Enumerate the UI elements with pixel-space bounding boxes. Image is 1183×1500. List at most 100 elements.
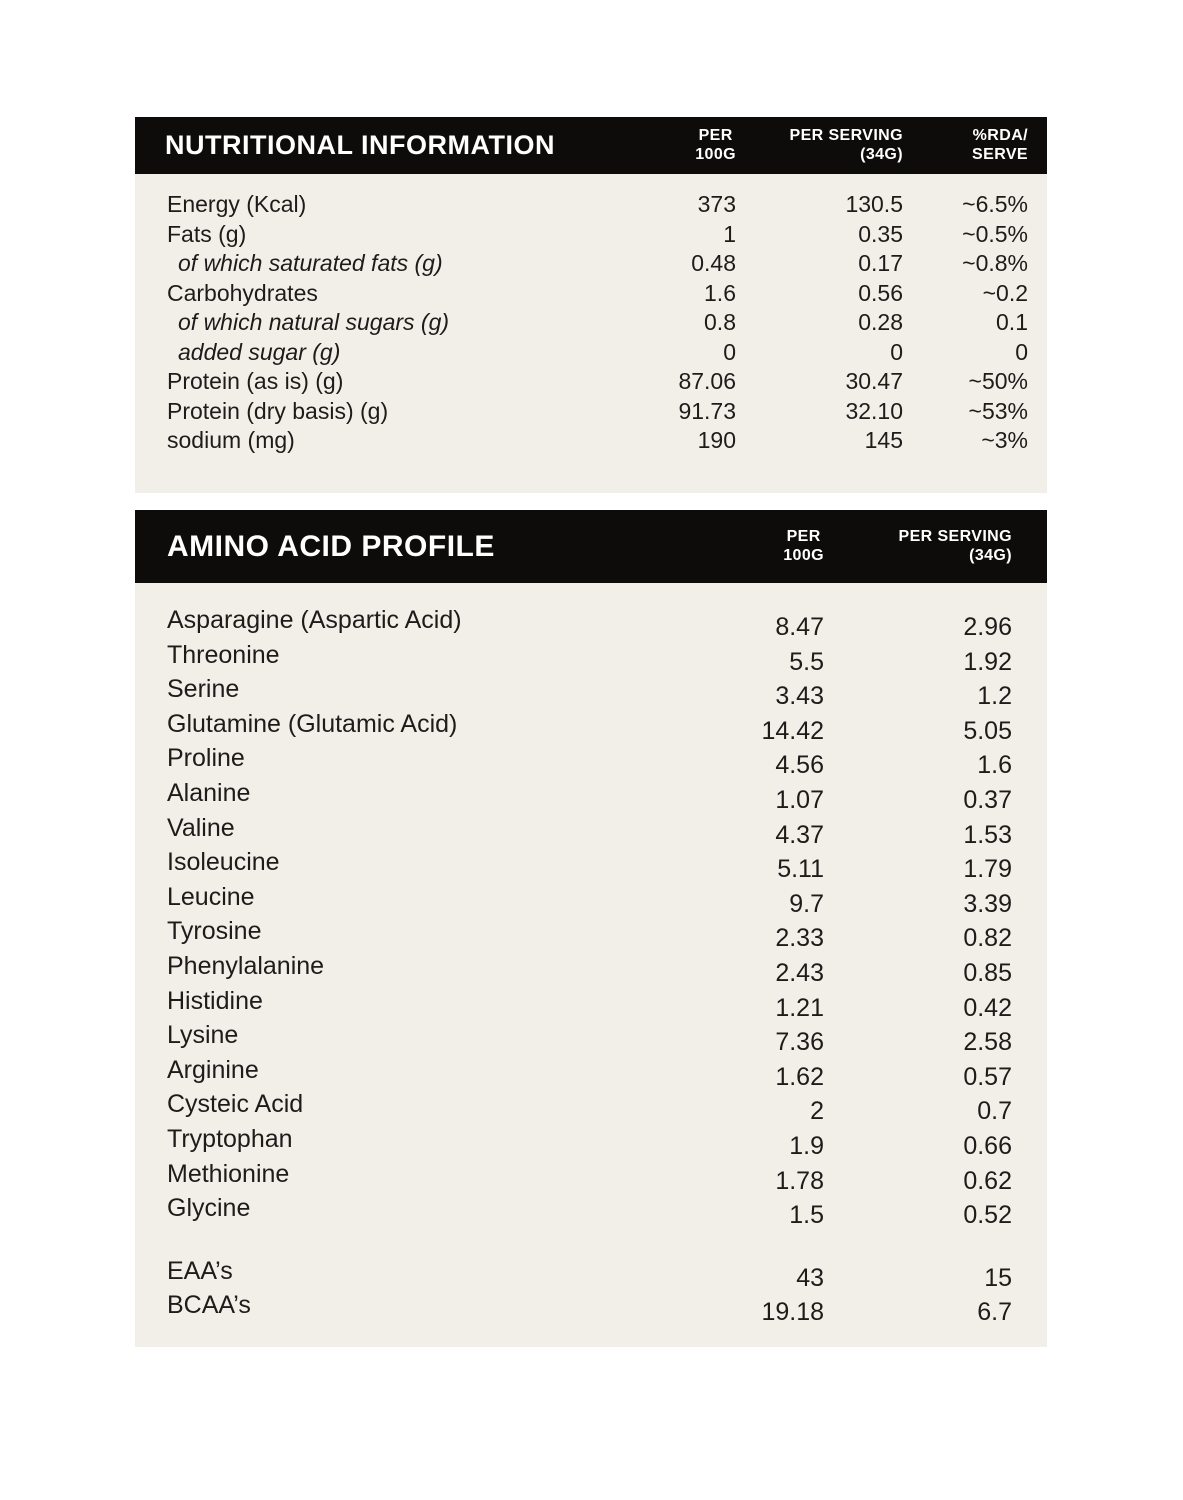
- per-100g-value: 43: [796, 1263, 824, 1292]
- table-row: Lysine 7.36 2.58: [167, 1018, 1012, 1056]
- per-serving-value: 0.17: [858, 250, 903, 276]
- per-100g-value: 91.73: [678, 397, 736, 424]
- table-row: Arginine 1.62 0.57: [167, 1053, 1012, 1091]
- per-serving-value: 2.58: [963, 1028, 1012, 1057]
- amino-summary-rows: EAA’s 43 15 BCAA’s 19.18 6.7: [167, 1254, 1012, 1327]
- per-serving-value: 1.92: [963, 647, 1012, 676]
- per-100g-value: 1.21: [775, 993, 824, 1022]
- table-row: Alanine 1.07 0.37: [167, 776, 1012, 814]
- rda-serve-value: ~6.5%: [962, 191, 1028, 217]
- rda-serve-value: ~53%: [968, 397, 1028, 424]
- per-100g-value: 14.42: [761, 716, 824, 745]
- nutrition-table-title: NUTRITIONAL INFORMATION: [165, 130, 555, 160]
- column-header-line: PER SERVING: [789, 126, 903, 144]
- rda-serve-value: ~50%: [968, 368, 1028, 394]
- per-100g-value: 4.37: [775, 820, 824, 849]
- per-serving-value: 0.35: [858, 220, 903, 247]
- per-100g-value: 87.06: [678, 368, 736, 394]
- row-label: Valine: [167, 813, 235, 842]
- per-100g-value: 0.48: [691, 250, 736, 276]
- row-label: Tyrosine: [167, 917, 262, 946]
- per-serving-value: 3.39: [963, 889, 1012, 918]
- table-row: Energy (Kcal) 373 130.5 ~6.5%: [167, 190, 1028, 220]
- row-label: Phenylalanine: [167, 951, 325, 980]
- row-label: Histidine: [167, 986, 263, 1015]
- per-serving-value: 0.52: [963, 1201, 1012, 1230]
- table-row: Histidine 1.21 0.42: [167, 984, 1012, 1022]
- column-header-per-100g: PER 100G: [674, 528, 824, 566]
- amino-rows: Asparagine (Aspartic Acid) 8.47 2.96 Thr…: [167, 603, 1012, 1229]
- row-label: Tryptophan: [167, 1124, 293, 1153]
- per-serving-value: 1.53: [963, 820, 1012, 849]
- per-100g-value: 373: [697, 191, 736, 217]
- per-100g-value: 19.18: [761, 1298, 824, 1327]
- rda-serve-value: ~3%: [981, 427, 1028, 453]
- column-header-line: PER: [698, 126, 733, 144]
- amino-acid-profile-table: AMINO ACID PROFILE PER 100G PER SERVING …: [135, 510, 1047, 1347]
- column-header-line: (34G): [860, 145, 903, 163]
- per-serving-value: 15: [984, 1263, 1012, 1292]
- rda-serve-value: ~0.2: [982, 279, 1028, 306]
- per-serving-value: 0.56: [858, 279, 903, 306]
- nutrition-table-body: Energy (Kcal) 373 130.5 ~6.5% Fats (g) 1…: [135, 174, 1047, 493]
- per-100g-value: 1: [723, 220, 736, 247]
- row-label: Methionine: [167, 1159, 290, 1188]
- row-label: Glycine: [167, 1194, 251, 1223]
- table-row: sodium (mg) 190 145 ~3%: [167, 426, 1028, 456]
- per-serving-value: 0: [890, 338, 903, 365]
- row-label: Energy (Kcal): [167, 191, 307, 217]
- table-row: BCAA’s 19.18 6.7: [167, 1288, 1012, 1326]
- row-label: Glutamine (Glutamic Acid): [167, 709, 458, 738]
- rda-serve-value: ~0.5%: [962, 220, 1028, 247]
- column-header-per-serving: PER SERVING (34G): [824, 528, 1012, 566]
- per-100g-value: 2.33: [775, 924, 824, 953]
- column-header-line: PER SERVING: [898, 527, 1012, 545]
- per-serving-value: 30.47: [845, 368, 903, 394]
- row-label: Isoleucine: [167, 848, 280, 877]
- row-label: sodium (mg): [167, 427, 295, 453]
- table-row: Leucine 9.7 3.39: [167, 880, 1012, 918]
- table-row: Serine 3.43 1.2: [167, 672, 1012, 710]
- per-100g-value: 0: [723, 338, 736, 365]
- per-serving-value: 130.5: [845, 191, 903, 217]
- table-row: Carbohydrates 1.6 0.56 ~0.2: [167, 279, 1028, 309]
- row-label: Asparagine (Aspartic Acid): [167, 606, 462, 634]
- table-row: Valine 4.37 1.53: [167, 811, 1012, 849]
- column-header-per-100g: PER 100G: [586, 127, 736, 165]
- row-label: BCAA’s: [167, 1291, 251, 1320]
- per-serving-value: 2.96: [963, 613, 1012, 641]
- column-header-per-serving: PER SERVING (34G): [736, 127, 903, 165]
- per-100g-value: 1.6: [704, 279, 736, 306]
- table-row: Protein (dry basis) (g) 91.73 32.10 ~53%: [167, 397, 1028, 427]
- table-row: Isoleucine 5.11 1.79: [167, 845, 1012, 883]
- row-label: Threonine: [167, 640, 280, 669]
- row-label: Lysine: [167, 1021, 239, 1050]
- table-row: added sugar (g) 0 0 0: [167, 338, 1028, 368]
- rda-serve-value: ~0.8%: [962, 250, 1028, 276]
- per-serving-value: 5.05: [963, 716, 1012, 745]
- row-label: Proline: [167, 744, 245, 773]
- row-label: EAA’s: [167, 1256, 233, 1285]
- per-100g-value: 3.43: [775, 682, 824, 711]
- per-100g-value: 5.11: [777, 855, 824, 884]
- column-header-line: (34G): [969, 546, 1012, 564]
- table-row: Phenylalanine 2.43 0.85: [167, 949, 1012, 987]
- row-label: Cysteic Acid: [167, 1090, 304, 1119]
- per-serving-value: 0.82: [963, 924, 1012, 953]
- per-100g-value: 1.62: [775, 1062, 824, 1091]
- table-row: of which saturated fats (g) 0.48 0.17 ~0…: [167, 249, 1028, 279]
- table-row: Protein (as is) (g) 87.06 30.47 ~50%: [167, 367, 1028, 397]
- per-serving-value: 0.85: [963, 958, 1012, 987]
- row-label: Serine: [167, 675, 240, 704]
- row-label: Protein (dry basis) (g): [167, 397, 389, 424]
- column-header-line: 100G: [783, 546, 824, 564]
- per-serving-value: 1.6: [977, 751, 1012, 780]
- per-100g-value: 190: [697, 427, 736, 453]
- per-100g-value: 5.5: [789, 647, 824, 676]
- per-100g-value: 4.56: [775, 751, 824, 780]
- row-label: Carbohydrates: [167, 279, 318, 306]
- row-label: Fats (g): [167, 220, 247, 247]
- column-header-line: SERVE: [972, 145, 1028, 163]
- column-header-line: 100G: [695, 145, 736, 163]
